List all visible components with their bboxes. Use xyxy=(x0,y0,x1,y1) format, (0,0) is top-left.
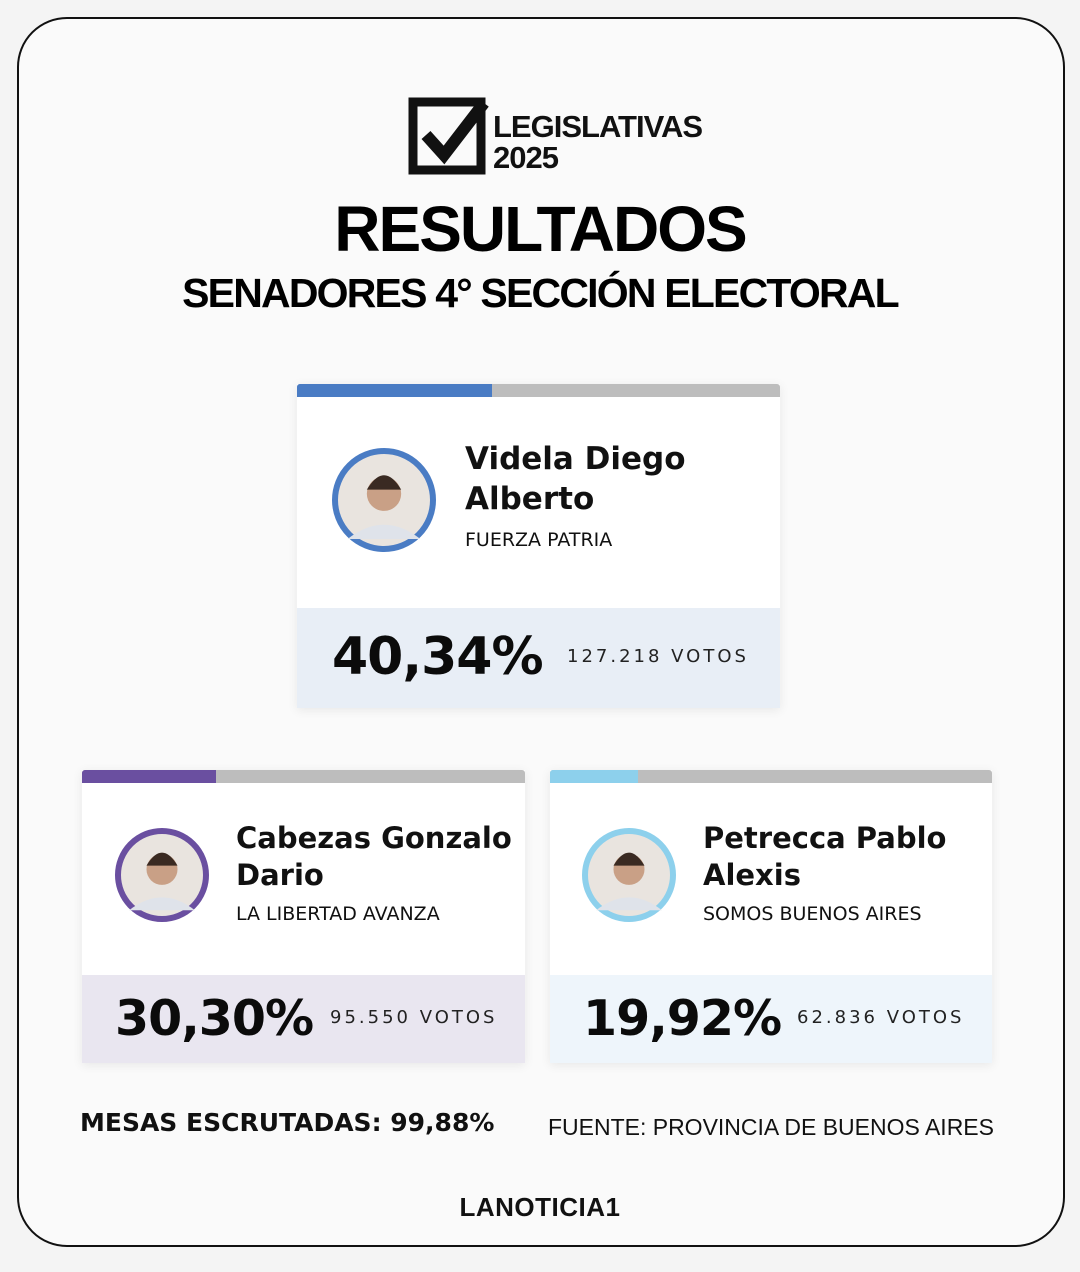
percentage: 30,30% xyxy=(115,989,314,1047)
result-panel: 19,92% 62.836 VOTOS xyxy=(550,975,992,1063)
progress-track xyxy=(82,770,525,783)
logo-line: LEGISLATIVAS xyxy=(493,109,703,144)
candidate-name: Petrecca Pablo Alexis xyxy=(703,821,947,893)
percentage: 19,92% xyxy=(583,989,782,1047)
votes: 95.550 VOTOS xyxy=(330,1007,498,1028)
candidate-name: Videla Diego Alberto xyxy=(465,441,686,517)
percentage: 40,34% xyxy=(332,626,544,687)
votes: 62.836 VOTOS xyxy=(797,1007,965,1028)
party-name: FUERZA PATRIA xyxy=(465,528,613,551)
progress-bar xyxy=(297,384,492,397)
source: FUENTE: PROVINCIA DE BUENOS AIRES xyxy=(547,1114,994,1140)
progress-bar xyxy=(82,770,217,783)
avatar xyxy=(582,828,676,922)
logo-line: 2025 xyxy=(493,140,559,175)
candidate-card: Petrecca Pablo Alexis SOMOS BUENOS AIRES 1… xyxy=(550,770,992,1063)
result-panel: 30,30% 95.550 VOTOS xyxy=(82,975,525,1063)
progress-track xyxy=(297,384,780,397)
logo-icon xyxy=(408,97,489,175)
subtitle: SENADORES 4° SECCIÓN ELECTORAL xyxy=(182,270,900,316)
party-name: LA LIBERTAD AVANZA xyxy=(236,903,440,926)
tables-counted: MESAS ESCRUTADAS: 99,88% xyxy=(80,1108,495,1137)
progress-bar xyxy=(550,770,639,783)
party-name: SOMOS BUENOS AIRES xyxy=(703,903,922,926)
avatar xyxy=(115,828,209,922)
votes: 127.218 VOTOS xyxy=(567,646,749,667)
result-panel: 40,34% 127.218 VOTOS xyxy=(297,608,780,708)
title: RESULTADOS xyxy=(334,193,747,265)
candidate-card: Videla Diego Alberto FUERZA PATRIA 40,34% 1… xyxy=(297,384,780,708)
candidate-name: Cabezas Gonzalo Dario xyxy=(236,821,512,893)
candidate-card: Cabezas Gonzalo Dario LA LIBERTAD AVANZA 3… xyxy=(82,770,525,1063)
brand: LANOTICIA1 xyxy=(459,1192,621,1222)
progress-track xyxy=(550,770,992,783)
avatar xyxy=(332,448,436,552)
